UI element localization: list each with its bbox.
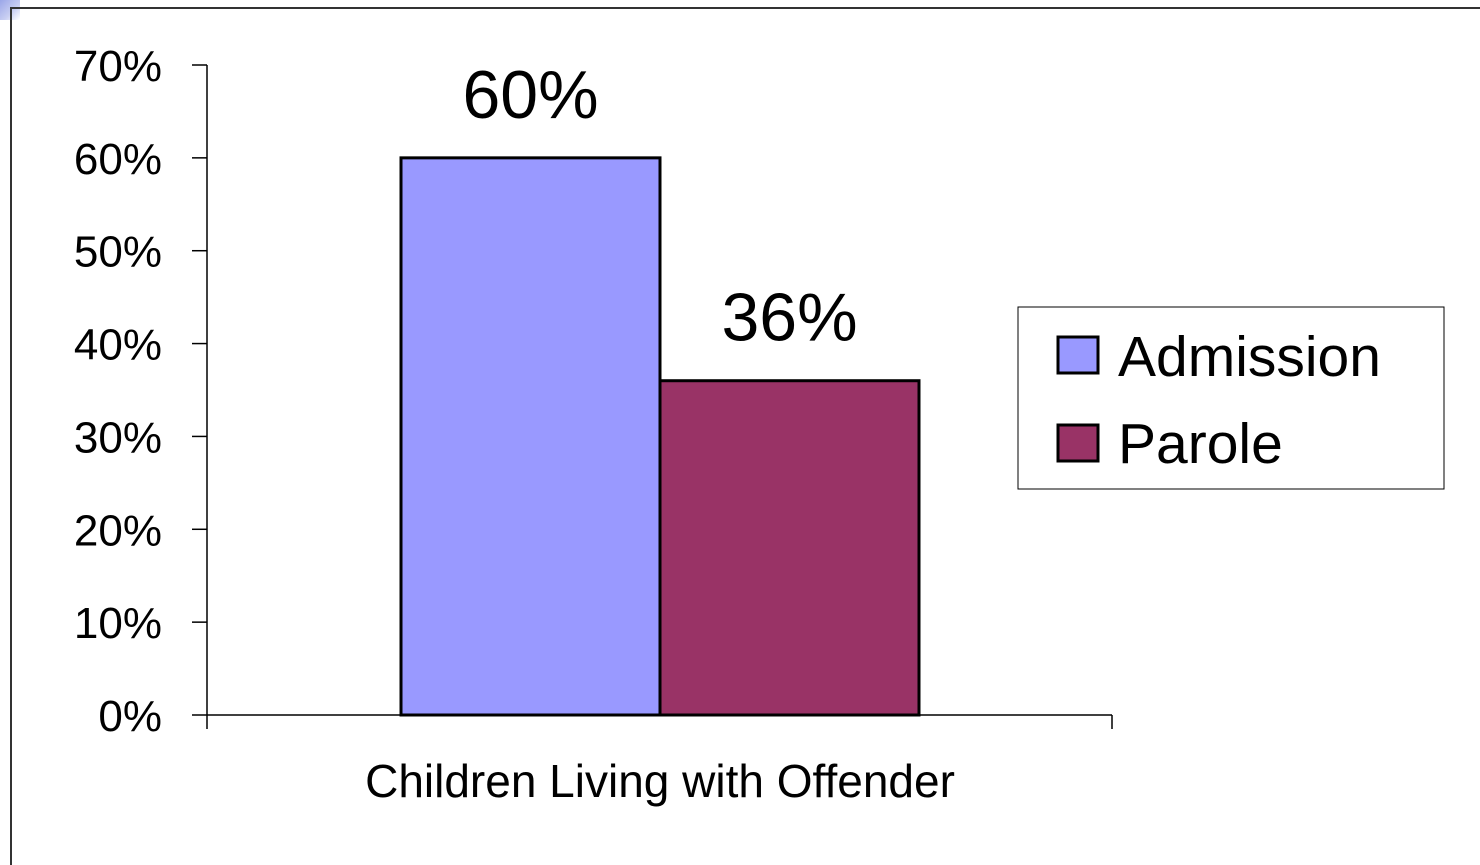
y-axis-ticks: 0% 10% 20% 30% 40% 50% 60% 70% xyxy=(74,42,207,741)
y-tick-label: 20% xyxy=(74,506,162,555)
y-tick-label: 0% xyxy=(98,692,162,741)
legend-swatch-parole xyxy=(1056,423,1100,463)
slide-frame xyxy=(10,7,1480,865)
y-tick-label: 40% xyxy=(74,321,162,370)
y-tick-label: 70% xyxy=(74,42,162,91)
y-tick-label: 60% xyxy=(74,135,162,184)
data-label-parole: 36% xyxy=(721,280,857,356)
y-tick-label: 10% xyxy=(74,599,162,648)
y-tick-label: 30% xyxy=(74,413,162,462)
x-category-label: Children Living with Offender xyxy=(365,755,955,807)
legend: Admission Parole xyxy=(1017,306,1445,490)
legend-label-parole: Parole xyxy=(1118,412,1283,476)
bar-admission xyxy=(399,156,662,717)
bar-parole xyxy=(658,379,921,717)
legend-swatch-admission xyxy=(1056,335,1100,375)
data-label-admission: 60% xyxy=(462,57,598,133)
legend-label-admission: Admission xyxy=(1118,325,1381,389)
bars xyxy=(399,156,921,717)
y-tick-label: 50% xyxy=(74,228,162,277)
data-labels: 60% 36% xyxy=(462,57,857,356)
